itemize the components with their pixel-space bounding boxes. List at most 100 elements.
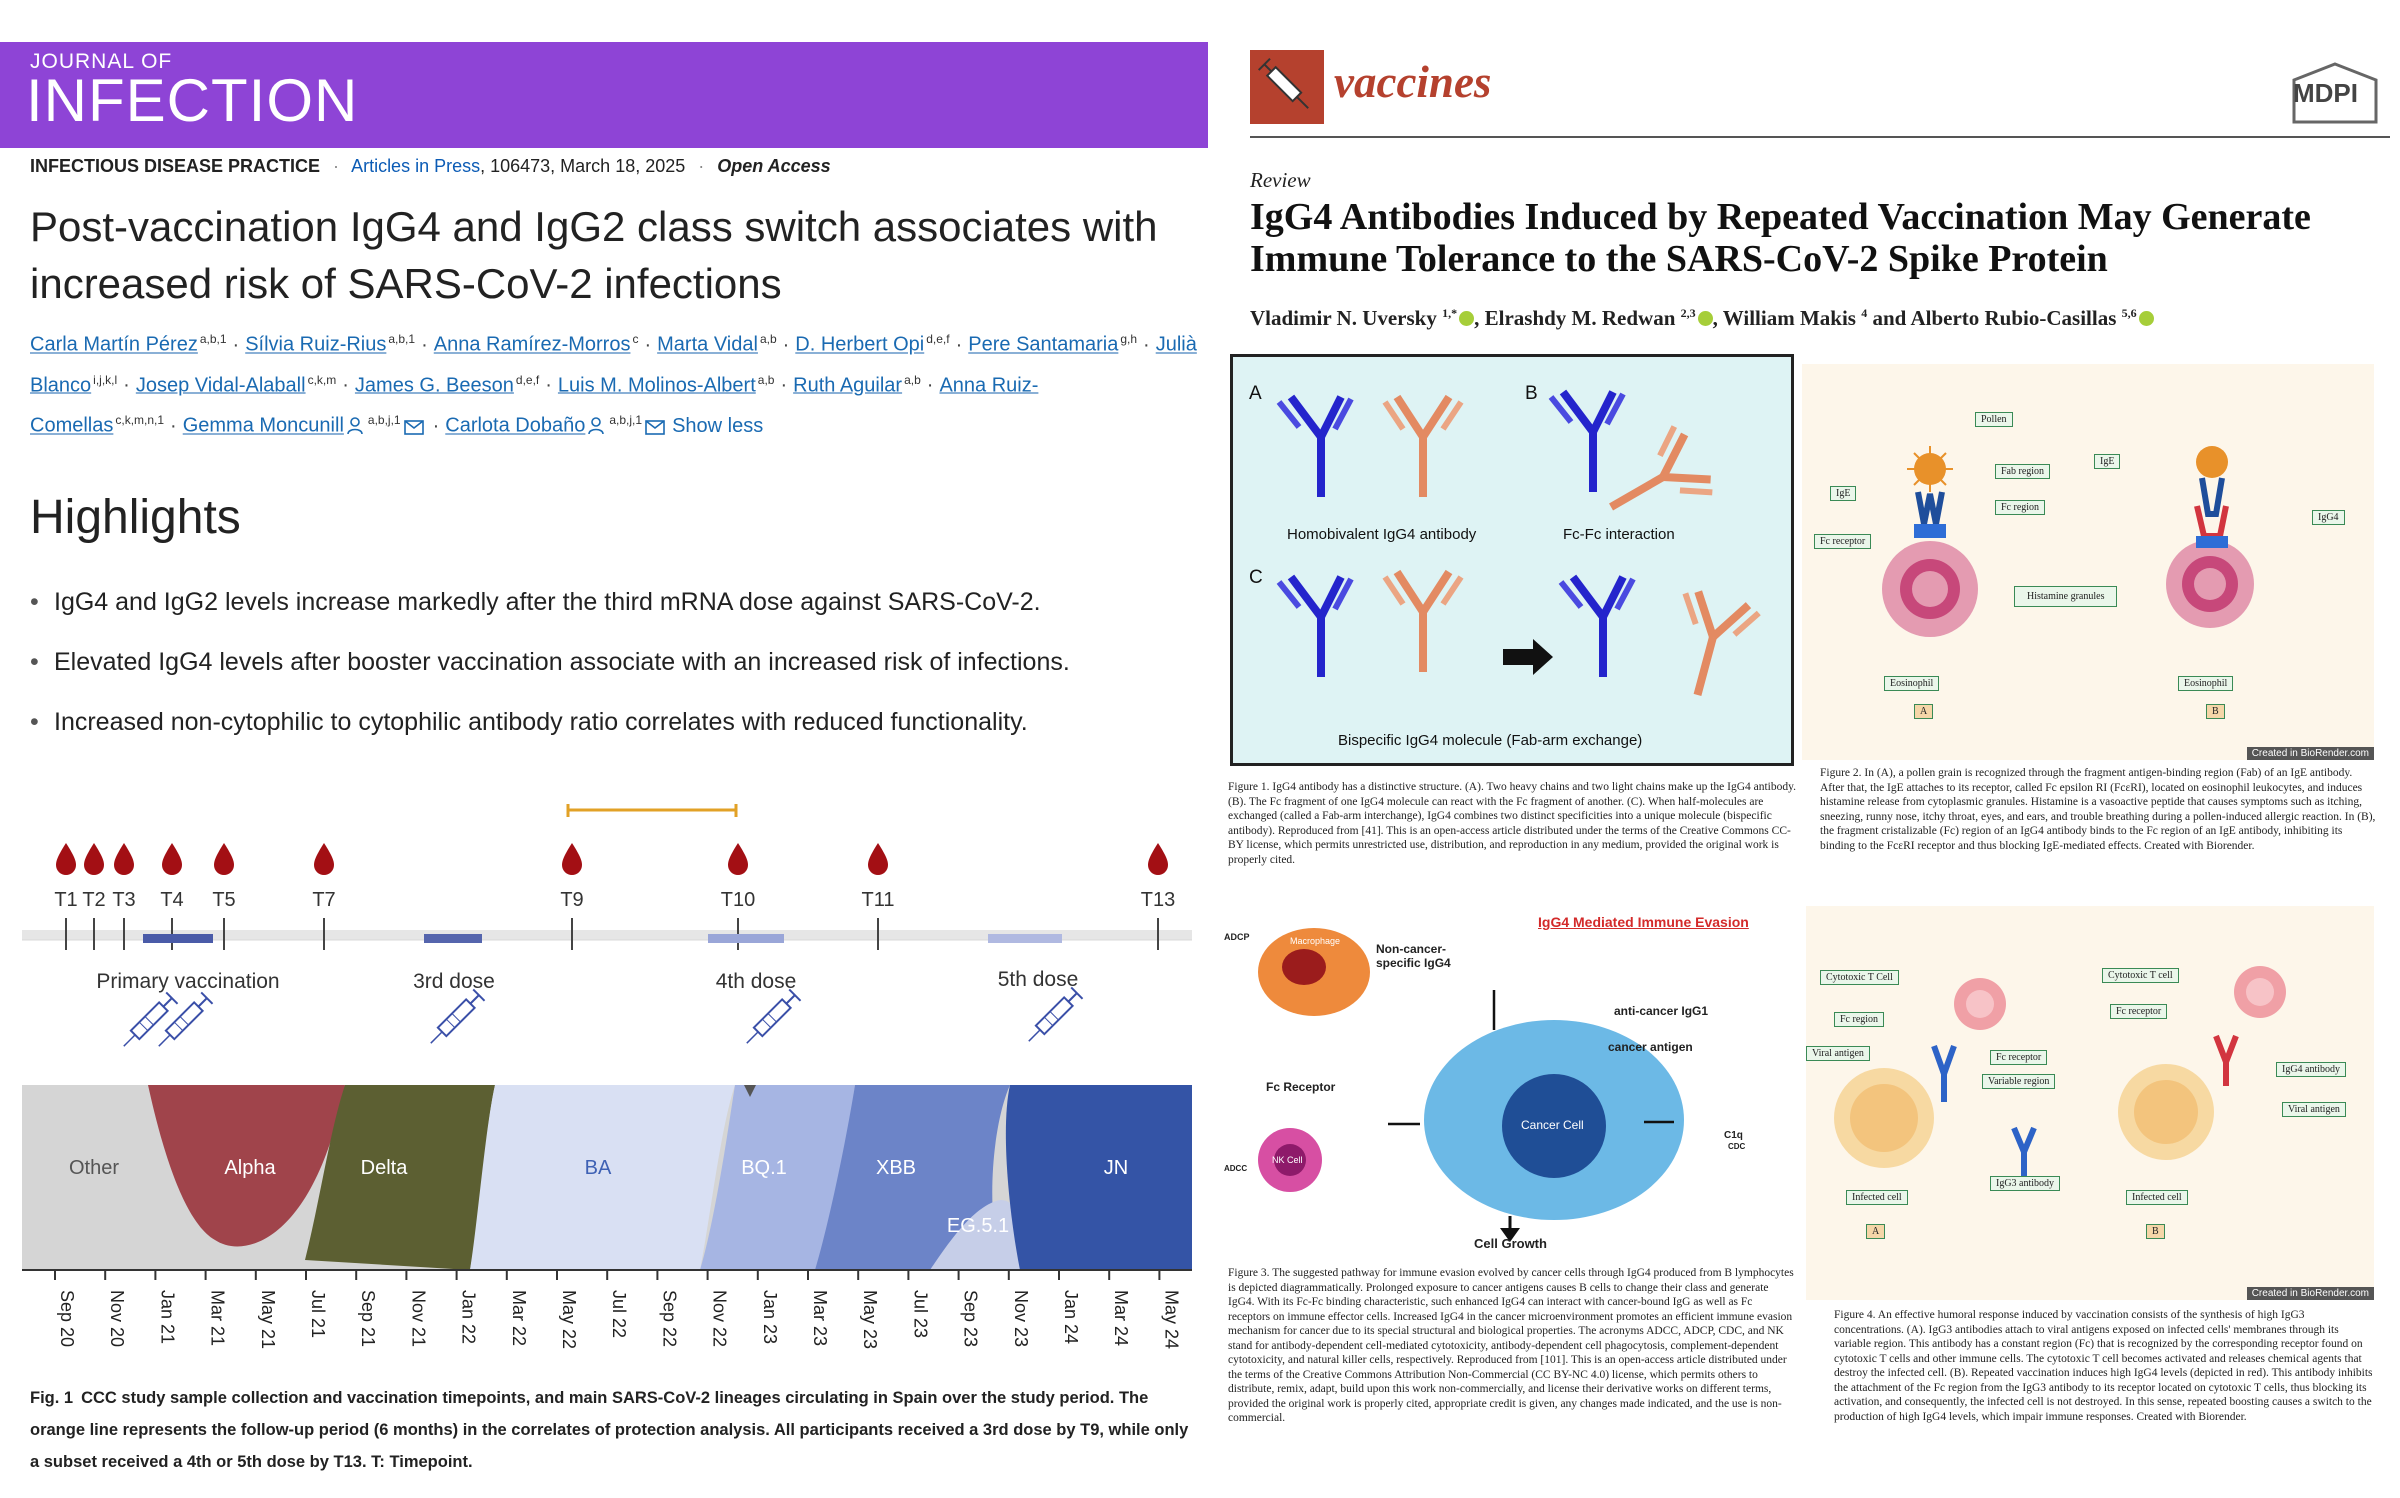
author-link[interactable]: Pere Santamaria (968, 333, 1119, 356)
month-label: Mar 24 (1111, 1290, 1131, 1346)
author-link[interactable]: Anna Ramírez-Morros (433, 333, 631, 356)
month-label: Jul 21 (308, 1290, 328, 1338)
fig1-label-b: Fc-Fc interaction (1563, 526, 1675, 543)
author-affiliation: g,h (1120, 332, 1138, 346)
timepoint-label: T9 (560, 889, 583, 911)
panel-label-c: C (1249, 567, 1263, 588)
author-link[interactable]: Anna Ruiz-Comellas (30, 374, 1039, 437)
lineage-label: Alpha (224, 1157, 276, 1179)
author-affiliation: d,e,f (926, 332, 950, 346)
author-affiliation: c (632, 332, 639, 346)
label-non-cancer-igg4: Non-cancer-specific IgG4 (1376, 942, 1451, 970)
author-link[interactable]: Ruth Aguilar (793, 374, 903, 397)
month-label: Jul 22 (609, 1290, 629, 1338)
label-nk-cell: NK Cell (1272, 1155, 1303, 1165)
fig1-label-c: Bispecific IgG4 molecule (Fab-arm exchan… (1338, 732, 1642, 749)
author-name[interactable]: William Makis (1722, 306, 1862, 330)
label-viral-antigen: Viral antigen (1806, 1046, 1870, 1061)
timepoint-label: T2 (82, 889, 105, 911)
author-affiliation: a,b,1 (199, 332, 227, 346)
phase-label: Primary vaccination (96, 970, 279, 993)
fig3-panel: IgG4 Mediated Immune Evasion ADCP Macrop… (1224, 912, 1794, 1260)
fig1-panel: A B C Homobivalent IgG4 antibody Fc-Fc i… (1230, 354, 1794, 766)
show-less-link[interactable]: Show less (672, 414, 764, 437)
timepoint-label: T4 (160, 889, 183, 911)
author-separator: , (1474, 306, 1485, 330)
orcid-icon[interactable] (1459, 311, 1475, 326)
lineage-label: BQ.1 (741, 1157, 787, 1179)
fig1-caption: Fig. 1 CCC study sample collection and va… (30, 1382, 1200, 1478)
author-link[interactable]: Luis M. Molinos-Albert (557, 374, 756, 397)
eosinophil-diagram (1882, 446, 2254, 637)
label-panel-a: A (1866, 1224, 1886, 1239)
author-affiliation: 4 (1861, 306, 1868, 320)
author-affiliation: a,b (759, 332, 777, 346)
timepoint-drop (114, 843, 134, 875)
author-affiliation: a,b,j,1 (609, 413, 643, 428)
month-label: Mar 22 (509, 1290, 529, 1346)
author-link[interactable]: Carla Martín Pérez (30, 333, 198, 356)
author-link[interactable]: Julià Blanco (30, 333, 1197, 397)
timepoint-label: T3 (112, 889, 135, 911)
month-label: May 22 (559, 1290, 579, 1349)
author-link[interactable]: Gemma Moncunill (182, 414, 344, 437)
label-eosinophil-b: Eosinophil (2178, 676, 2234, 691)
label-cancer-cell: Cancer Cell (1521, 1118, 1584, 1132)
author-name[interactable]: Vladimir N. Uversky (1250, 306, 1443, 330)
label-igg4-antibody: IgG4 antibody (2276, 1062, 2347, 1077)
antibody-diagram: A B C Homobivalent IgG4 antibody Fc-Fc i… (1249, 383, 1791, 749)
label-panel-b: B (2146, 1224, 2165, 1239)
lineage-label: EG.5.1 (947, 1215, 1009, 1237)
label-fc-receptor-b: Fc receptor (2110, 1004, 2168, 1019)
fig4-caption: Figure 4. An effective humoral response … (1834, 1309, 2373, 1423)
orcid-icon[interactable] (2138, 311, 2154, 326)
journal-name-small: JOURNAL OF (30, 50, 173, 73)
email-icon[interactable] (403, 412, 424, 447)
person-icon[interactable] (588, 412, 605, 447)
phase-label: 4th dose (716, 970, 797, 993)
author-affiliation: i,j,k,l (93, 372, 118, 387)
timepoint-drop (562, 843, 582, 875)
author-separator: · (782, 333, 790, 356)
author-name[interactable]: Elrashdy M. Redwan (1484, 306, 1681, 330)
articles-in-press-link[interactable]: Articles in Press (351, 156, 481, 176)
author-affiliation: 2,3 (1680, 306, 1696, 320)
month-label: Nov 21 (408, 1290, 428, 1347)
panel-label-a: A (1249, 383, 1262, 404)
month-label: Jan 24 (1061, 1290, 1081, 1344)
biorender-credit: Created in BioRender.com (2246, 747, 2374, 760)
timeline-figure: T1 T2 T3 T4 T5 T7 T9 T10 T11 T13 Primary vaccinat… (22, 804, 1192, 1349)
person-icon[interactable] (347, 412, 363, 447)
syringe-icon (1258, 58, 1309, 109)
author-separator: · (1143, 333, 1150, 356)
orcid-icon[interactable] (1697, 311, 1713, 326)
month-label: Jan 22 (459, 1290, 479, 1344)
author-separator: · (432, 414, 440, 437)
author-name[interactable]: Alberto Rubio-Casillas (1910, 306, 2122, 330)
month-label: Nov 23 (1011, 1290, 1031, 1347)
email-icon[interactable] (645, 412, 665, 447)
author-link[interactable]: Josep Vidal-Alaball (135, 374, 306, 397)
label-adcc: ADCC (1224, 1164, 1248, 1173)
timepoint-label: T5 (212, 889, 235, 911)
author-list: Carla Martín Pérez a,b,1 · Sílvia Ruiz-Rius… (30, 322, 1200, 447)
author-link[interactable]: Marta Vidal (657, 333, 758, 356)
label-fc-region: Fc region (1995, 500, 2046, 515)
author-link[interactable]: Carlota Dobaño (445, 414, 586, 437)
author-affiliation: c,k,m,n,1 (115, 413, 165, 428)
author-affiliation: 5,6 (2121, 306, 2137, 320)
author-link[interactable]: Sílvia Ruiz-Rius (245, 333, 387, 356)
label-fc-region: Fc region (1834, 1012, 1885, 1027)
label-fc-receptor: Fc receptor (1990, 1050, 2048, 1065)
fig1-tag: Fig. 1 (30, 1389, 74, 1407)
month-label: May 23 (860, 1290, 880, 1349)
meta-separator: · (333, 156, 340, 176)
label-panel-b: B (2206, 704, 2225, 719)
highlight-item: • Elevated IgG4 levels after booster vacc… (30, 648, 1070, 676)
author-separator: · (644, 333, 652, 356)
author-link[interactable]: James G. Beeson (354, 374, 514, 397)
timepoint-label: T11 (862, 889, 895, 911)
author-link[interactable]: D. Herbert Opi (795, 333, 925, 356)
month-label: May 21 (258, 1290, 278, 1349)
label-fc-receptor: Fc receptor (1814, 534, 1872, 549)
